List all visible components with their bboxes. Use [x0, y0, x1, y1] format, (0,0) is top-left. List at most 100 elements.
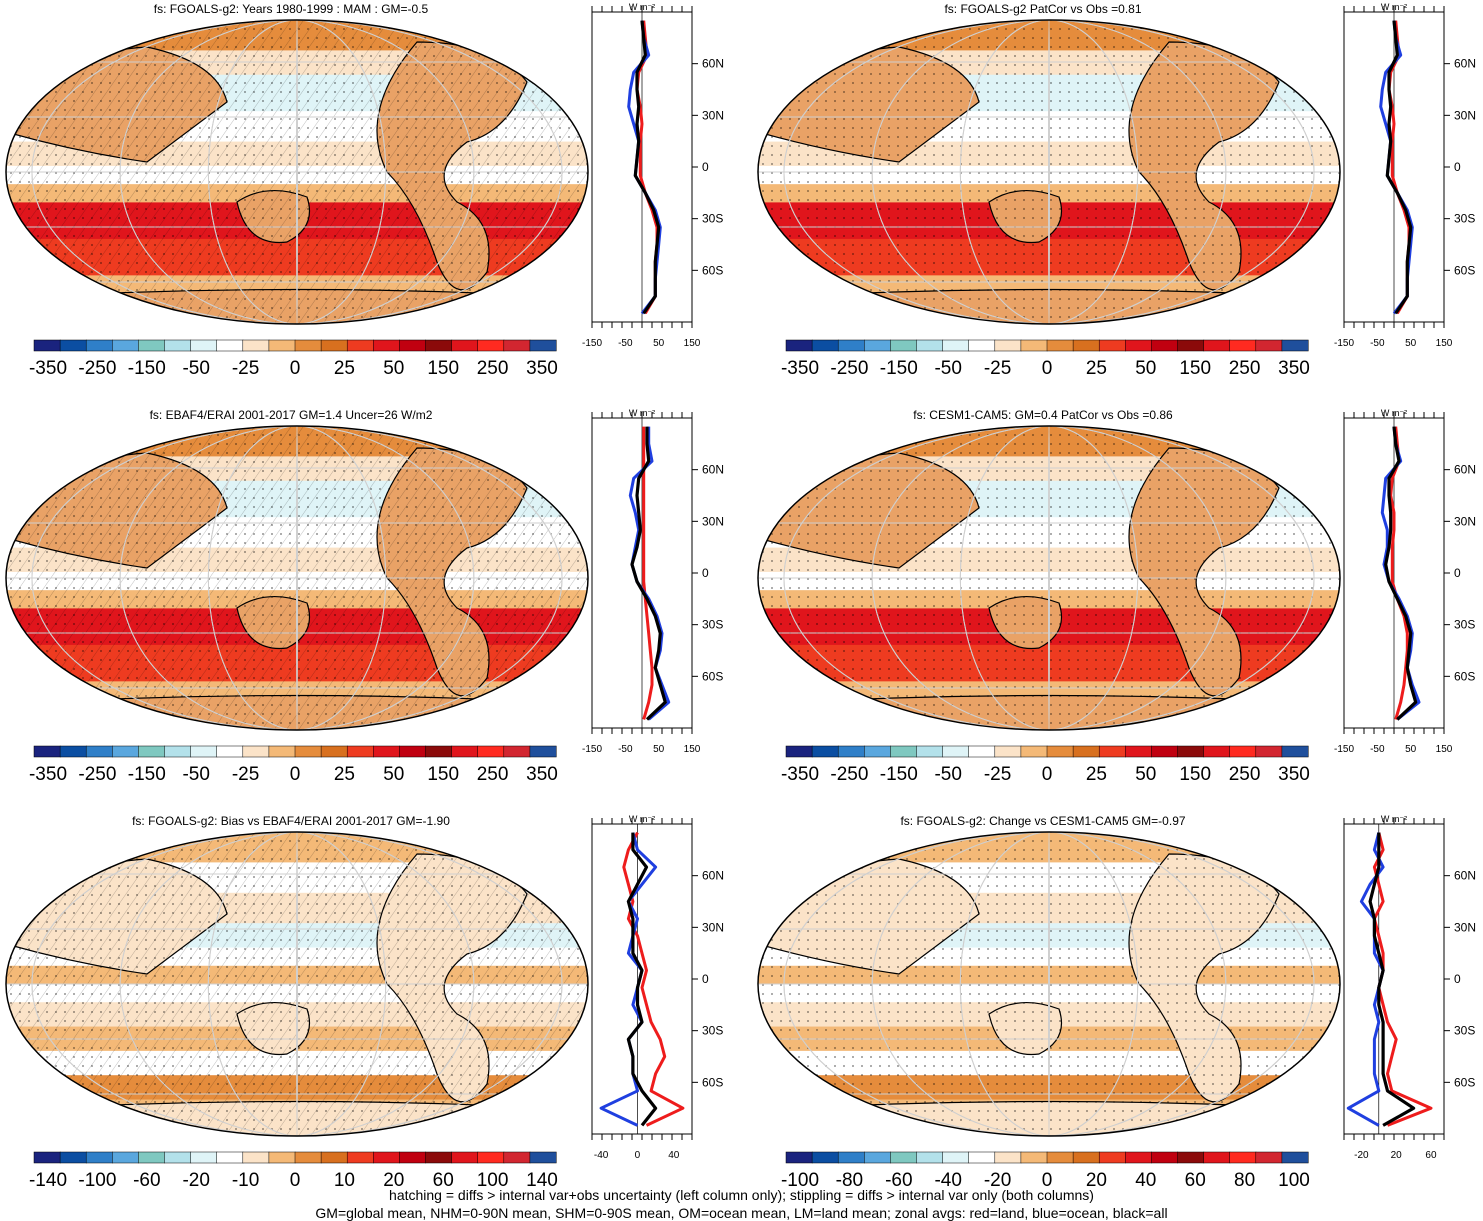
- lat-label: 0: [702, 160, 709, 174]
- colorbar-swatch: [1046, 745, 1074, 758]
- colorbar-swatch: [1203, 1151, 1231, 1164]
- colorbar-swatch: [33, 1151, 61, 1164]
- colorbar-label: 150: [1179, 358, 1211, 376]
- colorbar-swatch: [268, 339, 296, 352]
- zonal-x-tick-label: 50: [1405, 744, 1417, 755]
- colorbar-swatch: [164, 1151, 192, 1164]
- world-map: [6, 832, 588, 1136]
- colorbar-swatch: [138, 1151, 166, 1164]
- colorbar-swatch: [399, 339, 427, 352]
- world-map: [758, 20, 1340, 324]
- lat-label: 60S: [1454, 1075, 1475, 1089]
- colorbar-swatch: [85, 339, 113, 352]
- colorbar-swatch: [1229, 745, 1257, 758]
- colorbar-label: 350: [1278, 764, 1310, 782]
- colorbar-label: -50: [934, 358, 961, 376]
- colorbar-label: -150: [880, 358, 918, 376]
- zonal-x-tick-label: 150: [1436, 744, 1453, 755]
- colorbar-swatch: [425, 745, 453, 758]
- colorbar-swatch: [477, 339, 505, 352]
- zonal-mean-land-line: [1389, 426, 1409, 720]
- colorbar-swatch: [477, 1151, 505, 1164]
- lat-label: 30S: [702, 1024, 723, 1038]
- colorbar-swatch: [242, 745, 270, 758]
- colorbar-swatch: [1125, 1151, 1152, 1164]
- colorbar-swatch: [242, 339, 270, 352]
- panel-1: fs: FGOALS-g2: Years 1980-1999 : MAM : G…: [0, 0, 731, 376]
- graticule-lon: [783, 426, 1315, 730]
- footer-note-1: hatching = diffs > internal var+obs unce…: [389, 1187, 1094, 1203]
- colorbar-swatch: [294, 339, 322, 352]
- colorbar-label: 0: [290, 358, 301, 376]
- colorbar-swatch: [346, 1151, 374, 1164]
- colorbar-swatch: [1281, 1151, 1309, 1164]
- zonal-units: W m⁻²: [629, 2, 655, 12]
- zonal-x-tick-label: 150: [1436, 338, 1453, 349]
- graticule-lon: [959, 832, 1139, 1136]
- colorbar-label: 25: [334, 358, 355, 376]
- colorbar-swatch: [320, 339, 348, 352]
- panel-title: fs: CESM1-CAM5: GM=0.4 PatCor vs Obs =0.…: [913, 408, 1173, 422]
- graticule-lon: [296, 20, 298, 324]
- panel-title: fs: FGOALS-g2: Years 1980-1999 : MAM : G…: [153, 2, 429, 16]
- lat-label: 60S: [702, 263, 723, 277]
- colorbar-swatch: [1020, 339, 1048, 352]
- colorbar-label: 50: [1135, 764, 1156, 782]
- zonal-mean-all-line: [626, 832, 658, 1127]
- colorbar-label: 60: [433, 1170, 454, 1188]
- colorbar-swatch: [837, 745, 865, 758]
- zonal-units: W m⁻²: [1381, 2, 1407, 12]
- colorbar-label: -150: [128, 764, 166, 782]
- zonal-units: W m⁻²: [629, 408, 655, 418]
- colorbar-swatch: [529, 745, 557, 758]
- graticule-lon: [871, 20, 1227, 324]
- colorbar-swatch: [85, 1151, 113, 1164]
- zonal-mean-land-line: [642, 426, 654, 720]
- zonal-x-tick-label: 150: [684, 338, 701, 349]
- colorbar-label: -60: [133, 1170, 160, 1188]
- colorbar-swatch: [968, 339, 996, 352]
- colorbar-label: 25: [1086, 358, 1107, 376]
- colorbar-label: 80: [1234, 1170, 1255, 1188]
- lat-label: 0: [1454, 566, 1461, 580]
- colorbar-swatch: [294, 1151, 322, 1164]
- colorbar-label: 150: [427, 358, 459, 376]
- lat-label: 30S: [1454, 212, 1475, 226]
- zonal-x-tick-label: -50: [1370, 338, 1385, 349]
- colorbar-swatch: [1020, 1151, 1048, 1164]
- colorbar-label: 0: [1042, 764, 1053, 782]
- colorbar-swatch: [503, 339, 531, 352]
- zonal-x-tick-label: 40: [668, 1150, 680, 1161]
- colorbar-swatch: [216, 339, 244, 352]
- colorbar-label: -50: [182, 764, 209, 782]
- colorbar-swatch: [1281, 745, 1309, 758]
- colorbar-label: -350: [29, 358, 67, 376]
- colorbar-swatch: [33, 745, 61, 758]
- lat-label: 30S: [1454, 1024, 1475, 1038]
- graticule-lon: [119, 20, 475, 324]
- colorbar-swatch: [994, 745, 1022, 758]
- colorbar-label: -350: [781, 358, 819, 376]
- lat-label: 30N: [702, 108, 724, 122]
- world-map: [758, 832, 1340, 1136]
- colorbar-swatch: [864, 745, 891, 758]
- colorbar-swatch: [1151, 339, 1179, 352]
- panel-6: fs: FGOALS-g2: Change vs CESM1-CAM5 GM=-…: [752, 812, 1483, 1188]
- panel-5: fs: FGOALS-g2: Bias vs EBAF4/ERAI 2001-2…: [0, 812, 731, 1188]
- graticule-lon: [207, 426, 387, 730]
- colorbar-swatch: [503, 745, 531, 758]
- lat-label: 30N: [1454, 920, 1476, 934]
- graticule-lon: [31, 426, 563, 730]
- colorbar-swatch: [890, 745, 918, 758]
- colorbar-label: 250: [477, 358, 509, 376]
- map-border: [5, 19, 589, 325]
- colorbar-label: 60: [1185, 1170, 1206, 1188]
- graticule-lon: [31, 832, 563, 1136]
- zonal-units: W m⁻²: [1381, 814, 1407, 824]
- colorbar-label: 0: [1042, 358, 1053, 376]
- colorbar-swatch: [811, 745, 839, 758]
- colorbar-swatch: [968, 745, 996, 758]
